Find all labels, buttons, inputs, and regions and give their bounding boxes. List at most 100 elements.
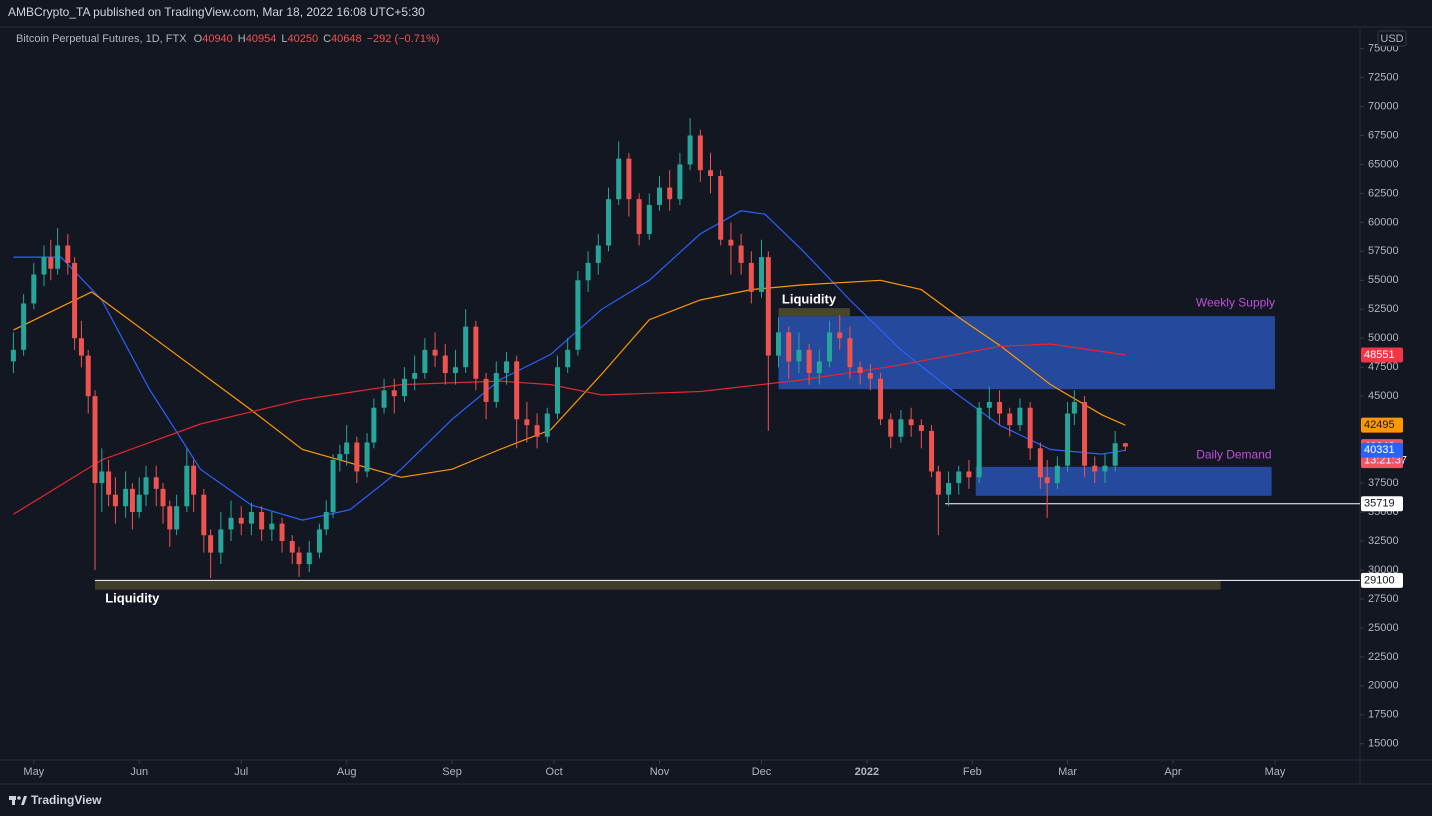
candle-body xyxy=(565,349,571,368)
candle-body xyxy=(129,488,135,513)
candle-body xyxy=(677,164,683,200)
candle-body xyxy=(391,390,397,397)
candle-body xyxy=(878,378,884,420)
price-label: 35719 xyxy=(1364,498,1395,510)
x-tick-label: Dec xyxy=(752,766,772,778)
x-tick-label: Jul xyxy=(234,766,248,778)
candle-body xyxy=(208,535,214,553)
y-tick-label: 52500 xyxy=(1368,303,1399,315)
x-tick-label: Aug xyxy=(337,766,357,778)
candle-body xyxy=(354,442,360,472)
candle-body xyxy=(401,378,407,397)
x-tick-label: May xyxy=(1265,766,1286,778)
ohlc-key: C xyxy=(323,33,331,45)
candle-body xyxy=(316,529,322,553)
y-tick-label: 47500 xyxy=(1368,361,1399,373)
candle-body xyxy=(986,401,992,408)
candle-body xyxy=(534,425,540,437)
price-label: 29100 xyxy=(1364,574,1395,586)
candle-body xyxy=(10,349,16,362)
candle-body xyxy=(364,442,370,472)
change: −292 (−0.71%) xyxy=(367,33,440,45)
candle-body xyxy=(503,361,509,373)
candle-body xyxy=(72,262,78,339)
candle-body xyxy=(323,512,329,530)
candle-body xyxy=(656,187,662,205)
logo-part xyxy=(12,796,15,805)
candle-body xyxy=(544,413,550,437)
candle-body xyxy=(337,454,343,460)
candle-body xyxy=(184,465,190,507)
candle-body xyxy=(667,187,673,200)
candle-body xyxy=(554,367,560,414)
candle-body xyxy=(759,257,765,292)
zone xyxy=(778,308,850,317)
candle-body xyxy=(935,471,941,495)
y-tick-label: 37500 xyxy=(1368,477,1399,489)
candle-body xyxy=(422,349,428,373)
candle-body xyxy=(248,512,254,524)
candle-body xyxy=(452,367,458,373)
annotation: Liquidity xyxy=(782,291,837,306)
y-tick-label: 25000 xyxy=(1368,622,1399,634)
ohlc-value: 40954 xyxy=(246,33,277,45)
candle-body xyxy=(626,158,632,200)
y-tick-label: 22500 xyxy=(1368,651,1399,663)
candle-body xyxy=(218,529,224,553)
candle-body xyxy=(738,245,744,263)
candle-body xyxy=(1071,401,1077,414)
candle-body xyxy=(371,407,377,443)
candle-body xyxy=(918,425,924,431)
price-label-box xyxy=(1361,496,1403,512)
price-label: 40331 xyxy=(1364,444,1395,456)
candle-body xyxy=(136,494,142,513)
candle-body xyxy=(867,372,873,379)
x-tick-label: May xyxy=(23,766,44,778)
candle-body xyxy=(191,465,197,495)
axes: 15000 17500 20000 22500 25000 27500 30000 32500… xyxy=(23,42,1406,777)
x-tick-label: Mar xyxy=(1058,766,1077,778)
candle-body xyxy=(160,488,166,507)
candle-body xyxy=(966,471,972,478)
header-bar xyxy=(0,0,1432,27)
y-tick-label: 57500 xyxy=(1368,245,1399,257)
candle-body xyxy=(997,401,1003,414)
moving-average xyxy=(13,279,1126,478)
candle-body xyxy=(123,488,129,507)
y-tick-label: 45000 xyxy=(1368,390,1399,402)
candle-body xyxy=(473,326,479,379)
zone xyxy=(778,316,1275,390)
candle-body xyxy=(929,430,935,472)
moving-average xyxy=(13,210,1126,521)
candle-body xyxy=(796,349,802,362)
symbol: Bitcoin Perpetual Futures, 1D, FTX xyxy=(16,33,187,45)
y-tick-label: 15000 xyxy=(1368,738,1399,750)
candle-body xyxy=(296,552,302,565)
candle-body xyxy=(1044,477,1050,484)
candle-body xyxy=(1054,465,1060,484)
candle-body xyxy=(847,338,853,368)
ohlc-key: O xyxy=(194,33,203,45)
legend: Bitcoin Perpetual Futures, 1D, FTX O4094… xyxy=(16,33,439,45)
candle-body xyxy=(575,280,581,350)
candle-body xyxy=(806,349,812,373)
y-tick-label: 62500 xyxy=(1368,187,1399,199)
candle-body xyxy=(1112,443,1118,466)
candle-body xyxy=(605,199,611,246)
candle-body xyxy=(1082,401,1088,466)
candle-body xyxy=(898,419,904,437)
candle-body xyxy=(201,494,207,536)
logo-part xyxy=(17,796,21,800)
candle-body xyxy=(463,326,469,368)
ohlc-key: H xyxy=(238,33,246,45)
candle-body xyxy=(908,419,914,426)
candle-body xyxy=(41,257,47,275)
candle-body xyxy=(1027,407,1033,449)
candle-body xyxy=(697,135,703,171)
candle-body xyxy=(167,506,173,530)
candle-body xyxy=(718,176,724,240)
annotation: Weekly Supply xyxy=(1196,296,1275,310)
candle-body xyxy=(174,506,180,530)
